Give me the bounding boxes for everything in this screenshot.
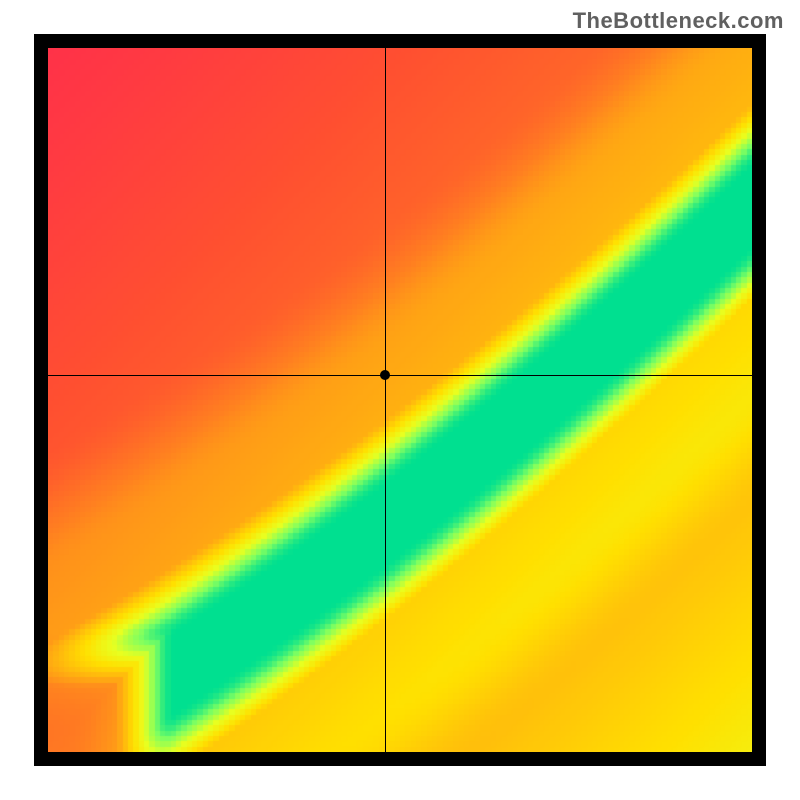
crosshair-horizontal xyxy=(48,375,752,376)
watermark-text: TheBottleneck.com xyxy=(573,8,784,34)
chart-frame xyxy=(34,34,766,766)
crosshair-vertical xyxy=(385,48,386,752)
crosshair-point xyxy=(380,370,390,380)
heatmap-canvas xyxy=(48,48,752,752)
